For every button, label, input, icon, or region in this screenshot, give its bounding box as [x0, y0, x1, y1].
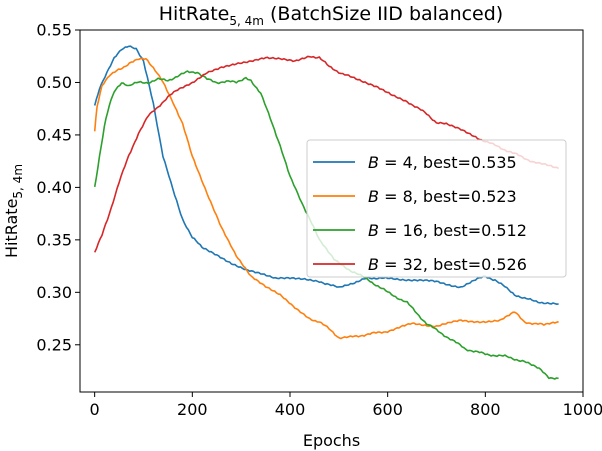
- x-tick-label: 800: [470, 400, 501, 419]
- y-tick-label: 0.30: [36, 283, 72, 302]
- legend-label: B = 4, best=0.535: [368, 153, 517, 172]
- x-axis: 0 200 400 600 800 1000: [90, 392, 602, 419]
- x-tick-label: 0: [90, 400, 100, 419]
- plot-frame: [79, 29, 584, 393]
- y-axis-label-subscript: 5, 4m: [11, 164, 25, 199]
- legend-box: [306, 139, 567, 278]
- legend-label: B = 8, best=0.523: [368, 187, 517, 206]
- x-tick-label: 400: [275, 400, 306, 419]
- legend-label-var: B: [368, 255, 379, 274]
- y-tick-label: 0.45: [36, 125, 72, 144]
- y-axis: 0.25 0.30 0.35 0.40 0.45 0.50 0.55: [36, 21, 80, 354]
- legend-label-text: = 32, best=0.526: [379, 255, 527, 274]
- x-tick-label: 600: [372, 400, 403, 419]
- chart-title: HitRate5, 4m (BatchSize IID balanced): [159, 3, 503, 28]
- x-tick-label: 200: [177, 400, 208, 419]
- legend-label-text: = 16, best=0.512: [379, 221, 527, 240]
- legend-label: B = 16, best=0.512: [368, 221, 527, 240]
- chart-title-subscript: 5, 4m: [229, 14, 264, 28]
- legend-label-var: B: [368, 187, 379, 206]
- x-axis-label: Epochs: [303, 431, 360, 450]
- chart-title-suffix: (BatchSize IID balanced): [264, 3, 503, 25]
- y-axis-label: HitRate5, 4m: [2, 164, 25, 258]
- y-axis-label-main: HitRate: [2, 199, 21, 258]
- legend-label: B = 32, best=0.526: [368, 255, 527, 274]
- y-tick-label: 0.40: [36, 178, 72, 197]
- chart-title-main: HitRate: [159, 3, 230, 25]
- series-line-b4: [93, 45, 559, 306]
- x-tick-label: 1000: [563, 400, 602, 419]
- y-tick-label: 0.55: [36, 21, 72, 40]
- legend-label-text: = 4, best=0.535: [379, 153, 517, 172]
- legend-label-var: B: [368, 153, 379, 172]
- y-tick-label: 0.35: [36, 230, 72, 249]
- legend-label-var: B: [368, 221, 379, 240]
- y-tick-label: 0.50: [36, 73, 72, 92]
- legend-label-text: = 8, best=0.523: [379, 187, 517, 206]
- y-tick-label: 0.25: [36, 335, 72, 354]
